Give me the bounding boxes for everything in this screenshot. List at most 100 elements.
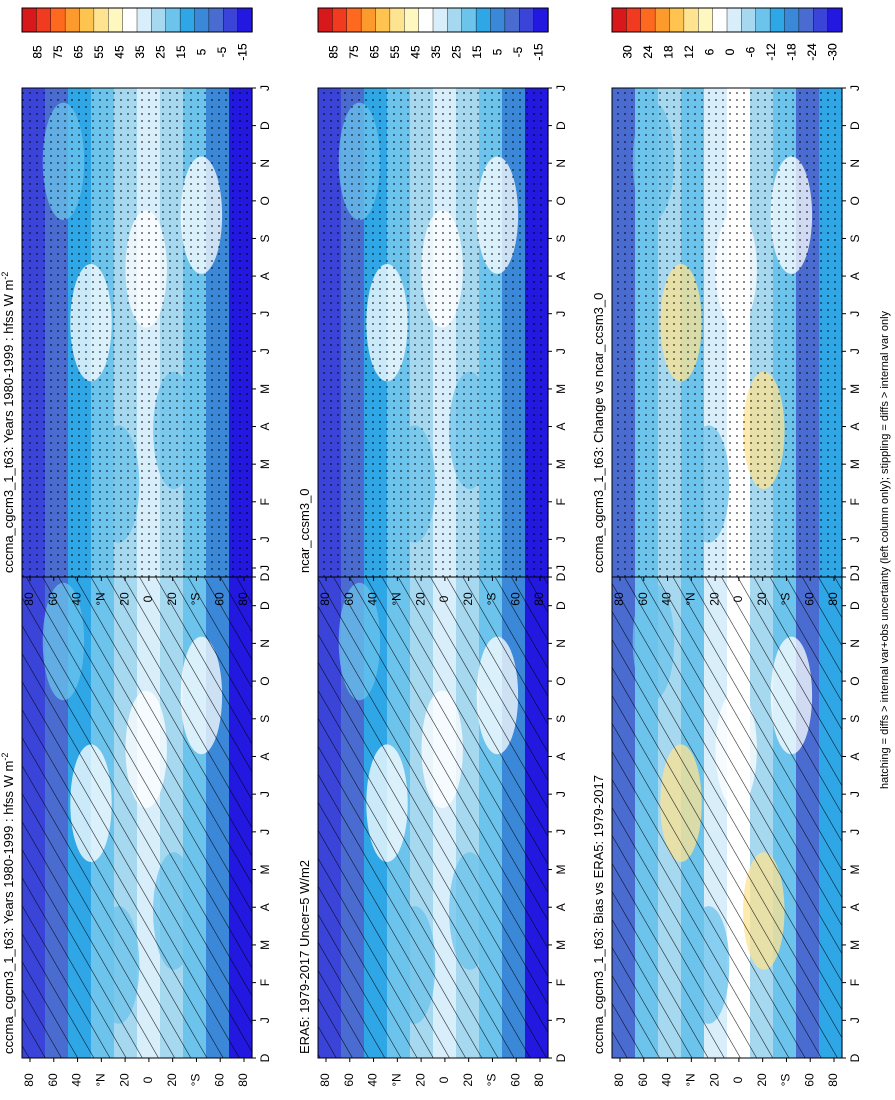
- lat-tick-label: 40: [660, 592, 674, 606]
- colorbar-label: 55: [92, 45, 106, 59]
- month-tick-label: M: [848, 459, 862, 469]
- colorbar-swatch: [756, 8, 771, 32]
- colorbar-label: 55: [388, 45, 402, 59]
- colorbar-label: 35: [133, 45, 147, 59]
- month-tick-label: D: [554, 601, 568, 610]
- lat-tick-label: 20: [461, 592, 475, 606]
- month-tick-label: M: [554, 384, 568, 394]
- month-tick-label: J: [554, 1017, 568, 1023]
- colorbar-swatch: [332, 8, 347, 32]
- colorbar-swatch: [785, 8, 800, 32]
- lat-tick-label: 0: [731, 1076, 745, 1083]
- month-tick-label: M: [848, 865, 862, 875]
- lat-tick-label: 80: [612, 592, 626, 606]
- colorbar-label: -5: [215, 46, 229, 57]
- month-tick-label: O: [258, 196, 272, 205]
- colorbar-swatch: [447, 8, 462, 32]
- panel-title: cccma_cgcm3_1_t63: Bias vs ERA5: 1979-20…: [591, 775, 606, 1054]
- panel-title: ERA5: 1979-2017 Uncer=5 W/m2: [297, 860, 312, 1054]
- month-tick-label: S: [554, 234, 568, 242]
- colorbar-swatch: [519, 8, 534, 32]
- colorbar-swatch: [828, 8, 843, 32]
- lat-tick-label: 0: [437, 1076, 451, 1083]
- colorbar-swatch: [813, 8, 828, 32]
- month-tick-label: F: [554, 979, 568, 986]
- lat-tick-label: 20: [165, 592, 179, 606]
- colorbar-label: 45: [112, 45, 126, 59]
- lat-tick-label: 60: [508, 1073, 522, 1087]
- lat-tick-label: 0: [141, 595, 155, 602]
- month-tick-label: J: [554, 311, 568, 317]
- colorbar-label: -24: [805, 43, 819, 61]
- month-tick-label: J: [258, 791, 272, 797]
- colorbar-label: 85: [30, 45, 44, 59]
- colorbar-ncar-ref: 85 75 65 55 45 35 25 15 5 -5 -15: [318, 8, 548, 61]
- lat-tick-label: 60: [342, 1073, 356, 1087]
- lat-tick-label: 20: [755, 1073, 769, 1087]
- panel-bias-era5: DJFMAMJJASONDJ80 60 40 °N 20 0 20 °S 60 80cccma_c…: [591, 565, 862, 1087]
- month-tick-label: N: [258, 159, 272, 168]
- colorbar-swatch: [799, 8, 814, 32]
- month-tick-label: J: [258, 311, 272, 317]
- month-tick-label: A: [258, 423, 272, 431]
- stippling-overlay: [22, 88, 252, 577]
- month-tick-label: D: [258, 601, 272, 610]
- month-tick-label: J: [848, 829, 862, 835]
- month-tick-label: D: [848, 572, 862, 581]
- lat-tick-label: °S: [485, 1074, 499, 1087]
- lat-tick-label: 40: [366, 1073, 380, 1087]
- colorbar-swatch: [641, 8, 656, 32]
- colorbar-swatch: [195, 8, 210, 32]
- month-tick-label: N: [848, 159, 862, 168]
- month-tick-label: O: [554, 676, 568, 685]
- month-tick-label: A: [848, 903, 862, 911]
- lat-tick-label: 60: [342, 592, 356, 606]
- lat-tick-label: 60: [46, 592, 60, 606]
- colorbar-label: -5: [511, 46, 525, 57]
- month-tick-label: J: [258, 536, 272, 542]
- month-tick-label: N: [258, 639, 272, 648]
- month-tick-label: F: [554, 498, 568, 505]
- colorbar-swatch: [361, 8, 376, 32]
- lat-tick-label: °S: [485, 593, 499, 606]
- colorbar-label: 65: [367, 45, 381, 59]
- panel-change-ncar: DJFMAMJJASONDJ80 60 40 °N 20 0 20 °S 60 80cccma_c…: [591, 85, 862, 606]
- lat-tick-label: 20: [413, 592, 427, 606]
- lat-tick-label: 60: [212, 1073, 226, 1087]
- month-tick-label: O: [848, 196, 862, 205]
- colorbar-label: 75: [347, 45, 361, 59]
- colorbar-label: 0: [723, 48, 737, 55]
- panel-title: cccma_cgcm3_1_t63: Years 1980-1999 : hfs…: [0, 272, 16, 573]
- month-tick-label: J: [848, 348, 862, 354]
- colorbar-label: 15: [470, 45, 484, 59]
- colorbar-label: 85: [326, 45, 340, 59]
- colorbar-swatch: [36, 8, 51, 32]
- month-tick-label: D: [554, 121, 568, 130]
- month-tick-label: A: [848, 752, 862, 760]
- colorbar-swatch: [670, 8, 685, 32]
- month-tick-label: J: [848, 1017, 862, 1023]
- month-tick-label: J: [848, 311, 862, 317]
- month-tick-label: D: [848, 601, 862, 610]
- colorbar-swatch: [51, 8, 66, 32]
- month-tick-label: D: [258, 1053, 272, 1062]
- colorbar-swatch: [462, 8, 477, 32]
- lat-tick-label: °S: [779, 593, 793, 606]
- month-tick-label: M: [848, 940, 862, 950]
- colorbar-swatch: [166, 8, 181, 32]
- month-tick-label: O: [554, 196, 568, 205]
- month-tick-label: J: [554, 348, 568, 354]
- lat-tick-label: 20: [413, 1073, 427, 1087]
- month-tick-label: S: [554, 715, 568, 723]
- lat-tick-label: °S: [189, 593, 203, 606]
- colorbar-swatch: [534, 8, 549, 32]
- lat-tick-label: °S: [779, 1074, 793, 1087]
- colorbar-label: -6: [743, 46, 757, 57]
- colorbar-swatch: [770, 8, 785, 32]
- colorbar-swatch: [684, 8, 699, 32]
- footer-caption: hatching = diffs > internal var+obs unce…: [879, 310, 891, 789]
- lat-tick-label: 20: [707, 1073, 721, 1087]
- month-tick-label: N: [554, 159, 568, 168]
- panels-layer: DJFMAMJJASONDJ80 60 40 °N 20 0 20 °S 60 80cccma_c…: [0, 85, 862, 1087]
